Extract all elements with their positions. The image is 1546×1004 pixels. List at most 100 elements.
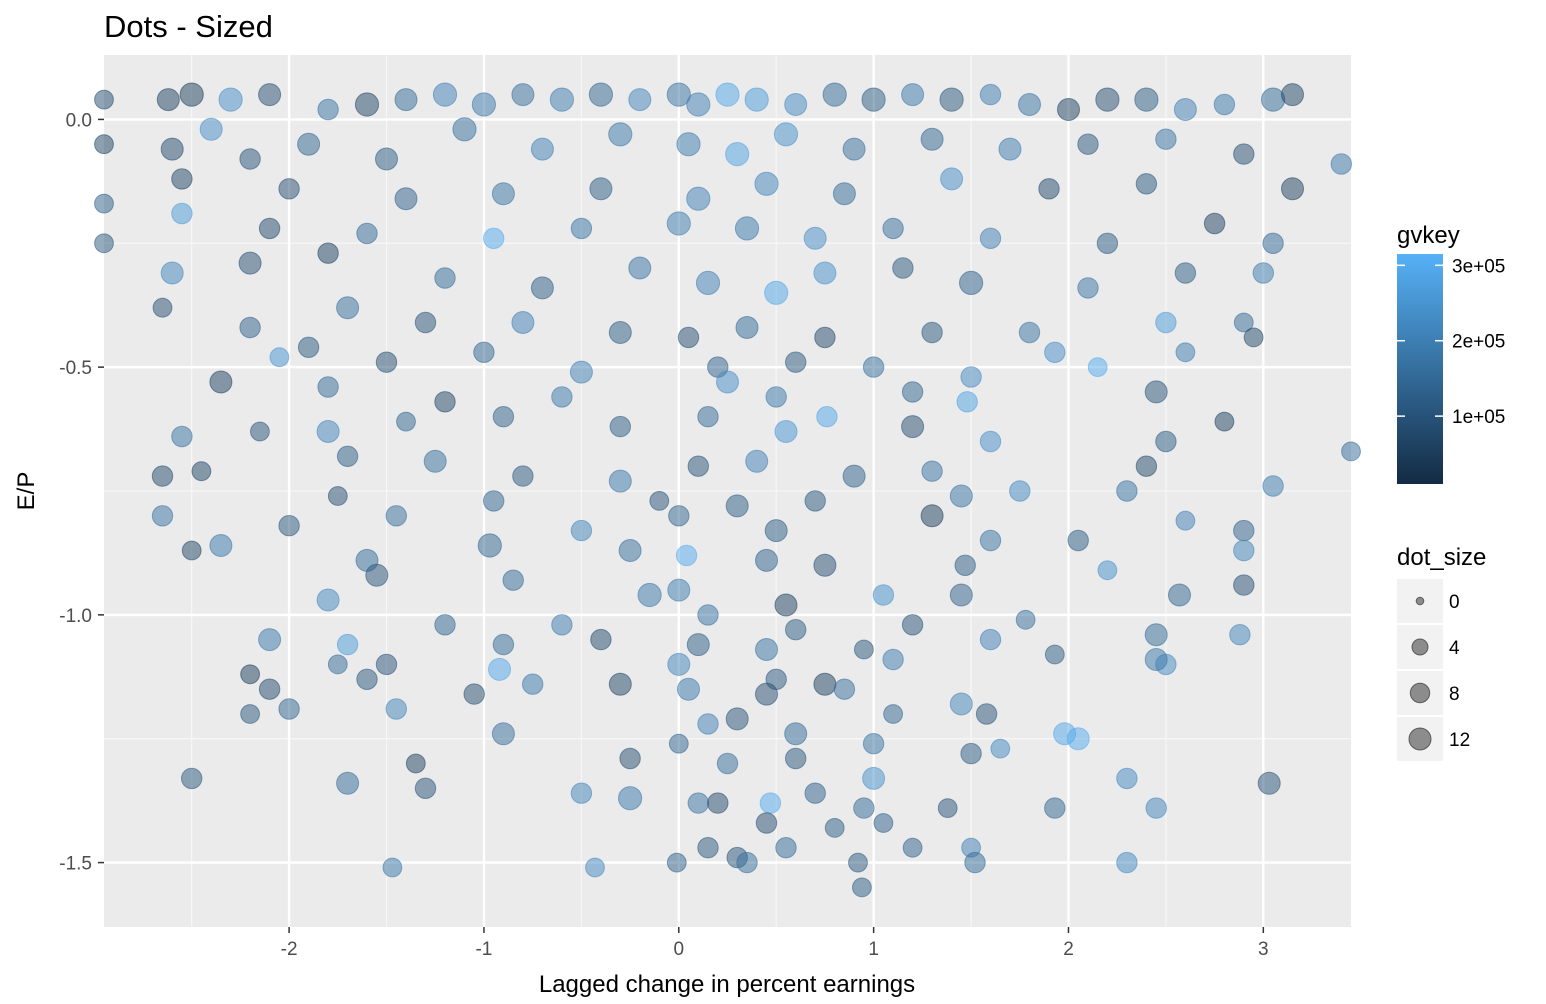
data-point [179,82,204,107]
data-point [975,703,998,725]
data-point [939,87,964,112]
data-point [191,461,212,482]
color-legend: gvkey 3e+05 2e+05 1e+05 [1397,222,1505,484]
data-point [1233,539,1255,562]
data-point [1281,177,1304,201]
data-point [804,490,826,512]
data-point [937,798,958,818]
data-point [375,653,398,676]
data-point [512,465,534,487]
data-point [608,672,632,696]
data-point [239,148,261,170]
data-point [1018,93,1041,116]
data-point [990,738,1011,759]
data-point [414,311,437,334]
data-point [785,619,807,641]
data-point [1135,455,1158,477]
data-point [511,83,535,107]
data-point [240,704,261,724]
x-tick-label: -2 [281,939,298,960]
data-point [551,614,573,636]
data-point [549,87,575,112]
x-tick-label: 2 [1063,939,1074,960]
data-point [160,137,184,161]
color-bar [1397,254,1443,484]
data-point [171,425,193,448]
size-legend-dot [1411,638,1429,656]
data-point [488,657,511,681]
data-point [848,852,868,873]
data-point [716,370,739,394]
data-point [759,792,782,814]
data-point [872,584,895,606]
data-point [979,83,1002,106]
data-point [316,588,340,612]
data-point [901,83,925,107]
data-point [1233,312,1254,333]
data-point [677,326,700,349]
data-point [181,540,202,561]
data-point [960,366,982,388]
data-point [675,544,698,567]
data-point [667,578,691,602]
data-point [375,351,398,373]
data-point [785,747,807,770]
data-point [1135,173,1158,195]
data-point [394,187,418,211]
data-point [775,837,797,859]
y-tick-label: -0.5 [59,358,92,379]
data-point [269,347,290,368]
data-point [1233,143,1255,165]
data-point [1144,623,1168,647]
data-point [960,742,982,765]
data-point [813,553,837,577]
data-point [1155,311,1177,334]
data-point [1213,93,1236,116]
data-point [151,505,174,527]
data-point [1077,133,1099,155]
data-point [687,792,709,814]
data-point [94,233,114,254]
data-point [628,256,652,280]
data-point [1015,609,1036,630]
data-point [954,554,976,576]
data-point [1144,380,1168,404]
data-point [160,261,184,285]
data-point [619,747,641,770]
size-legend-label: 0 [1449,592,1460,613]
data-point [405,753,426,774]
data-point [979,227,1002,250]
data-point [697,837,719,859]
data-point [1145,797,1167,819]
data-point [784,722,808,746]
data-point [278,698,300,720]
data-point [744,87,769,112]
size-legend-dot [1408,727,1432,751]
data-point [181,767,203,790]
data-point [725,142,750,167]
chart-title: Dots - Sized [104,9,273,44]
data-point [1173,98,1197,121]
data-point [687,455,709,477]
data-point [258,628,282,652]
data-point [434,267,456,289]
data-point [94,134,114,155]
data-point [317,98,339,121]
data-point [423,449,447,473]
x-axis-title: Lagged change in percent earnings [539,971,915,998]
x-tick-label: 1 [868,939,879,960]
data-point [452,117,477,142]
data-point [921,460,943,482]
data-point [171,168,193,190]
color-legend-title: gvkey [1397,222,1460,249]
data-point [873,813,894,833]
size-legend-dot [1409,682,1431,704]
data-point [668,733,689,754]
data-point [736,851,758,874]
data-point [609,415,631,438]
data-point [511,311,535,334]
data-point [250,421,270,442]
data-point [1097,560,1118,581]
data-point [949,692,973,716]
data-point [901,381,924,403]
